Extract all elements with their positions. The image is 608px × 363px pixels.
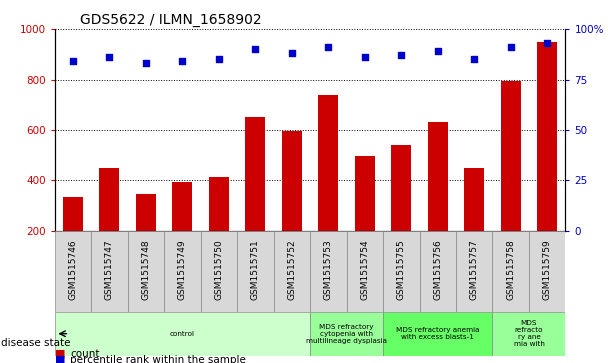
Point xyxy=(68,58,78,64)
Text: percentile rank within the sample: percentile rank within the sample xyxy=(70,355,246,363)
FancyBboxPatch shape xyxy=(91,231,128,312)
Text: disease state: disease state xyxy=(1,338,70,348)
Bar xyxy=(427,122,447,231)
Text: MDS
refracto
ry ane
mia with: MDS refracto ry ane mia with xyxy=(514,320,544,347)
Text: control: control xyxy=(170,331,195,337)
Bar xyxy=(354,156,375,231)
Bar xyxy=(318,95,338,231)
Bar xyxy=(245,117,265,231)
FancyBboxPatch shape xyxy=(383,312,492,356)
Text: GSM1515747: GSM1515747 xyxy=(105,239,114,299)
FancyBboxPatch shape xyxy=(55,231,91,312)
Point xyxy=(323,44,333,50)
Text: GSM1515746: GSM1515746 xyxy=(69,239,77,299)
FancyBboxPatch shape xyxy=(420,231,456,312)
Text: MDS refractory
cytopenia with
multilineage dysplasia: MDS refractory cytopenia with multilinea… xyxy=(306,324,387,344)
Text: GSM1515754: GSM1515754 xyxy=(361,239,369,299)
FancyBboxPatch shape xyxy=(347,231,383,312)
Text: ■: ■ xyxy=(55,348,65,359)
FancyBboxPatch shape xyxy=(310,231,347,312)
Point xyxy=(250,46,260,52)
Bar xyxy=(500,81,520,231)
Bar xyxy=(63,197,83,231)
Text: count: count xyxy=(70,348,100,359)
Bar xyxy=(209,177,229,231)
FancyBboxPatch shape xyxy=(237,231,274,312)
Point xyxy=(542,40,552,46)
Text: GSM1515757: GSM1515757 xyxy=(470,239,478,300)
FancyBboxPatch shape xyxy=(164,231,201,312)
FancyBboxPatch shape xyxy=(310,312,383,356)
Text: GSM1515759: GSM1515759 xyxy=(543,239,551,300)
Bar xyxy=(282,131,302,231)
FancyBboxPatch shape xyxy=(492,312,565,356)
Point xyxy=(469,56,479,62)
FancyBboxPatch shape xyxy=(492,231,529,312)
Text: GSM1515753: GSM1515753 xyxy=(324,239,333,300)
FancyBboxPatch shape xyxy=(274,231,310,312)
Text: GSM1515756: GSM1515756 xyxy=(434,239,442,300)
Bar xyxy=(136,194,156,231)
Bar xyxy=(537,42,558,231)
Text: GSM1515750: GSM1515750 xyxy=(215,239,223,300)
Text: GSM1515749: GSM1515749 xyxy=(178,239,187,299)
Point xyxy=(105,54,114,60)
Point xyxy=(141,61,151,66)
Text: GSM1515758: GSM1515758 xyxy=(506,239,515,300)
FancyBboxPatch shape xyxy=(128,231,164,312)
Bar xyxy=(99,168,119,231)
FancyBboxPatch shape xyxy=(456,231,492,312)
Point xyxy=(178,58,187,64)
FancyBboxPatch shape xyxy=(201,231,237,312)
Text: GDS5622 / ILMN_1658902: GDS5622 / ILMN_1658902 xyxy=(80,13,262,26)
FancyBboxPatch shape xyxy=(529,231,565,312)
Bar xyxy=(391,145,411,231)
Bar xyxy=(464,168,484,231)
Point xyxy=(287,50,297,56)
Text: GSM1515748: GSM1515748 xyxy=(142,239,150,299)
Point xyxy=(396,52,406,58)
Text: GSM1515755: GSM1515755 xyxy=(397,239,406,300)
Text: MDS refractory anemia
with excess blasts-1: MDS refractory anemia with excess blasts… xyxy=(396,327,480,340)
Text: GSM1515751: GSM1515751 xyxy=(251,239,260,300)
FancyBboxPatch shape xyxy=(55,312,310,356)
Text: ■: ■ xyxy=(55,355,65,363)
Point xyxy=(506,44,516,50)
FancyBboxPatch shape xyxy=(383,231,420,312)
Point xyxy=(360,54,370,60)
Point xyxy=(214,56,224,62)
Bar xyxy=(173,182,192,231)
Point xyxy=(433,48,443,54)
Text: GSM1515752: GSM1515752 xyxy=(288,239,296,299)
